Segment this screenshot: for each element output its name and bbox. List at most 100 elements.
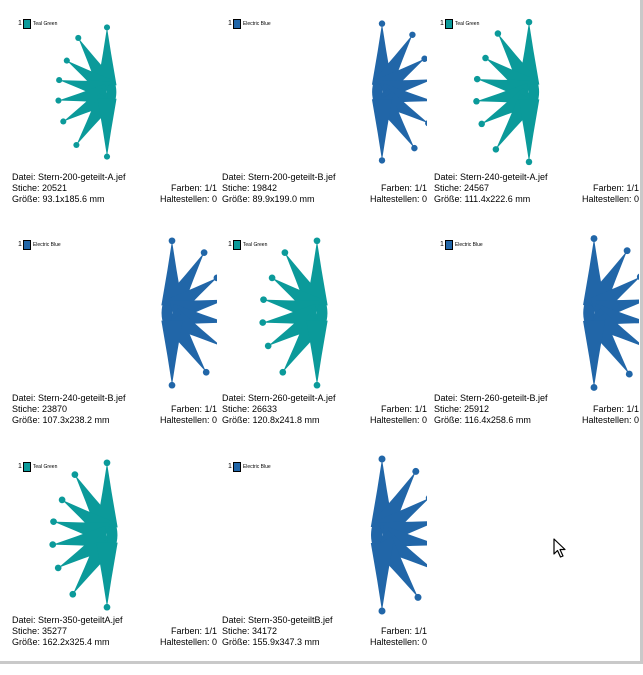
star-spike [584,250,628,312]
embroidery-star-preview [12,12,217,177]
star-spike [74,474,117,534]
star-spike [372,471,416,534]
stop-count: Haltestellen: 0 [159,194,217,204]
thread-color-name: Electric Blue [242,464,271,470]
color-count: Farben: 1/1 [380,183,427,193]
star-tip-dot [473,75,481,83]
design-size: Größe: 89.9x199.0 mm [222,194,315,204]
stitch-count: Stiche: 20521 [12,183,68,193]
thread-color-legend: 1 Electric Blue [440,239,483,251]
thread-color-legend: 1 Teal Green [18,461,57,473]
file-name: Datei: Stern-240-geteilt-B.jef [12,393,126,403]
star-tip-dot [378,607,386,615]
design-size: Größe: 162.2x325.4 mm [12,637,110,647]
star-tip-dot [200,249,208,256]
star-spike [583,320,605,388]
thread-color-swatch [22,462,31,472]
design-size: Größe: 116.4x258.6 mm [434,415,531,425]
star-tip-dot [623,247,631,255]
star-tip-dot [58,496,66,504]
file-name: Datei: Stern-240-geteilt-A.jef [434,172,548,182]
thread-color-swatch [22,240,31,250]
star-tip-dot [49,541,57,548]
thread-color-name: Teal Green [32,21,58,27]
stitch-count: Stiche: 26633 [222,404,278,414]
thread-color-swatch [232,240,241,250]
star-tip-dot [279,368,287,376]
design-size: Größe: 111.4x222.6 mm [434,194,531,204]
thread-color-name: Teal Green [454,21,480,27]
star-tip-dot [590,384,598,391]
thread-color-legend: 1 Electric Blue [18,239,61,251]
design-preview-card[interactable]: 1 Teal Green Datei: Stern-350-geteiltA.jef… [12,455,217,675]
design-preview-card[interactable]: 1 Teal Green Datei: Stern-260-geteilt-A.je… [222,233,427,453]
star-tip-dot [54,564,62,572]
star-tip-dot [378,20,386,27]
embroidery-star-preview [12,455,217,620]
star-tip-dot [412,467,420,475]
color-index: 1 [440,241,444,248]
design-preview-card[interactable]: 1 Electric Blue Datei: Stern-260-geteilt-B… [434,233,643,453]
thread-color-legend: 1 Electric Blue [228,461,271,473]
embroidery-star-preview [222,12,437,177]
stitch-count: Stiche: 19842 [222,183,278,193]
color-count: Farben: 1/1 [380,404,427,414]
color-index: 1 [18,241,22,248]
file-name: Datei: Stern-200-geteilt-B.jef [222,172,336,182]
color-count: Farben: 1/1 [170,626,217,636]
color-count: Farben: 1/1 [170,183,217,193]
thread-color-swatch [444,19,453,29]
design-preview-card[interactable]: 1 Electric Blue Datei: Stern-240-geteilt-B… [12,233,230,453]
design-preview-card[interactable]: 1 Teal Green Datei: Stern-200-geteilt-A.je… [12,12,217,232]
star-tip-dot [259,319,267,326]
star-tip-dot [264,342,272,350]
star-spike [284,252,327,312]
design-info: Datei: Stern-350-geteiltB.jef Stiche: 341… [222,615,427,648]
thread-color-swatch [232,19,241,29]
star-tip-dot [55,97,62,104]
stop-count: Haltestellen: 0 [369,637,427,647]
thread-color-name: Electric Blue [242,21,271,27]
color-index: 1 [228,20,232,27]
mouse-cursor-icon [553,538,567,563]
star-tip-dot [281,249,289,256]
design-preview-card[interactable]: 1 Teal Green Datei: Stern-240-geteilt-A.je… [434,12,639,232]
star-tip-dot [525,158,533,166]
star-tip-dot [60,118,67,125]
star-tip-dot [103,153,111,160]
star-spike [162,252,205,312]
stop-count: Haltestellen: 0 [369,415,427,425]
star-spike [306,320,328,386]
star-tip-dot [411,144,418,152]
star-tip-dot [492,146,500,153]
star-tip-dot [409,31,416,38]
design-info: Datei: Stern-240-geteilt-B.jef Stiche: 23… [12,393,217,426]
thread-color-swatch [444,240,453,250]
star-tip-dot [378,157,386,164]
star-tip-dot [56,77,63,84]
file-name: Datei: Stern-350-geteiltB.jef [222,615,333,625]
star-spike [97,98,117,157]
embroidery-star-preview [222,455,443,620]
star-tip-dot [103,24,111,31]
color-count: Farben: 1/1 [170,404,217,414]
star-spike [518,99,540,162]
thread-color-swatch [22,19,31,29]
stop-count: Haltestellen: 0 [369,194,427,204]
star-tip-dot [525,18,533,26]
thread-color-legend: 1 Electric Blue [228,18,271,30]
star-spike [96,542,118,608]
star-tip-dot [50,518,57,526]
design-preview-card[interactable]: 1 Electric Blue Datei: Stern-200-geteilt-B… [222,12,437,232]
design-info: Datei: Stern-260-geteilt-A.jef Stiche: 26… [222,393,427,426]
star-spike [373,34,413,91]
design-size: Größe: 93.1x185.6 mm [12,194,105,204]
color-index: 1 [18,20,22,27]
star-tip-dot [494,30,502,37]
star-tip-dot [71,471,79,478]
design-preview-card[interactable]: 1 Electric Blue Datei: Stern-350-geteiltB.… [222,455,443,675]
color-count: Farben: 1/1 [592,183,639,193]
design-info: Datei: Stern-200-geteilt-A.jef Stiche: 20… [12,172,217,205]
star-tip-dot [268,274,276,282]
thread-color-name: Teal Green [242,242,268,248]
